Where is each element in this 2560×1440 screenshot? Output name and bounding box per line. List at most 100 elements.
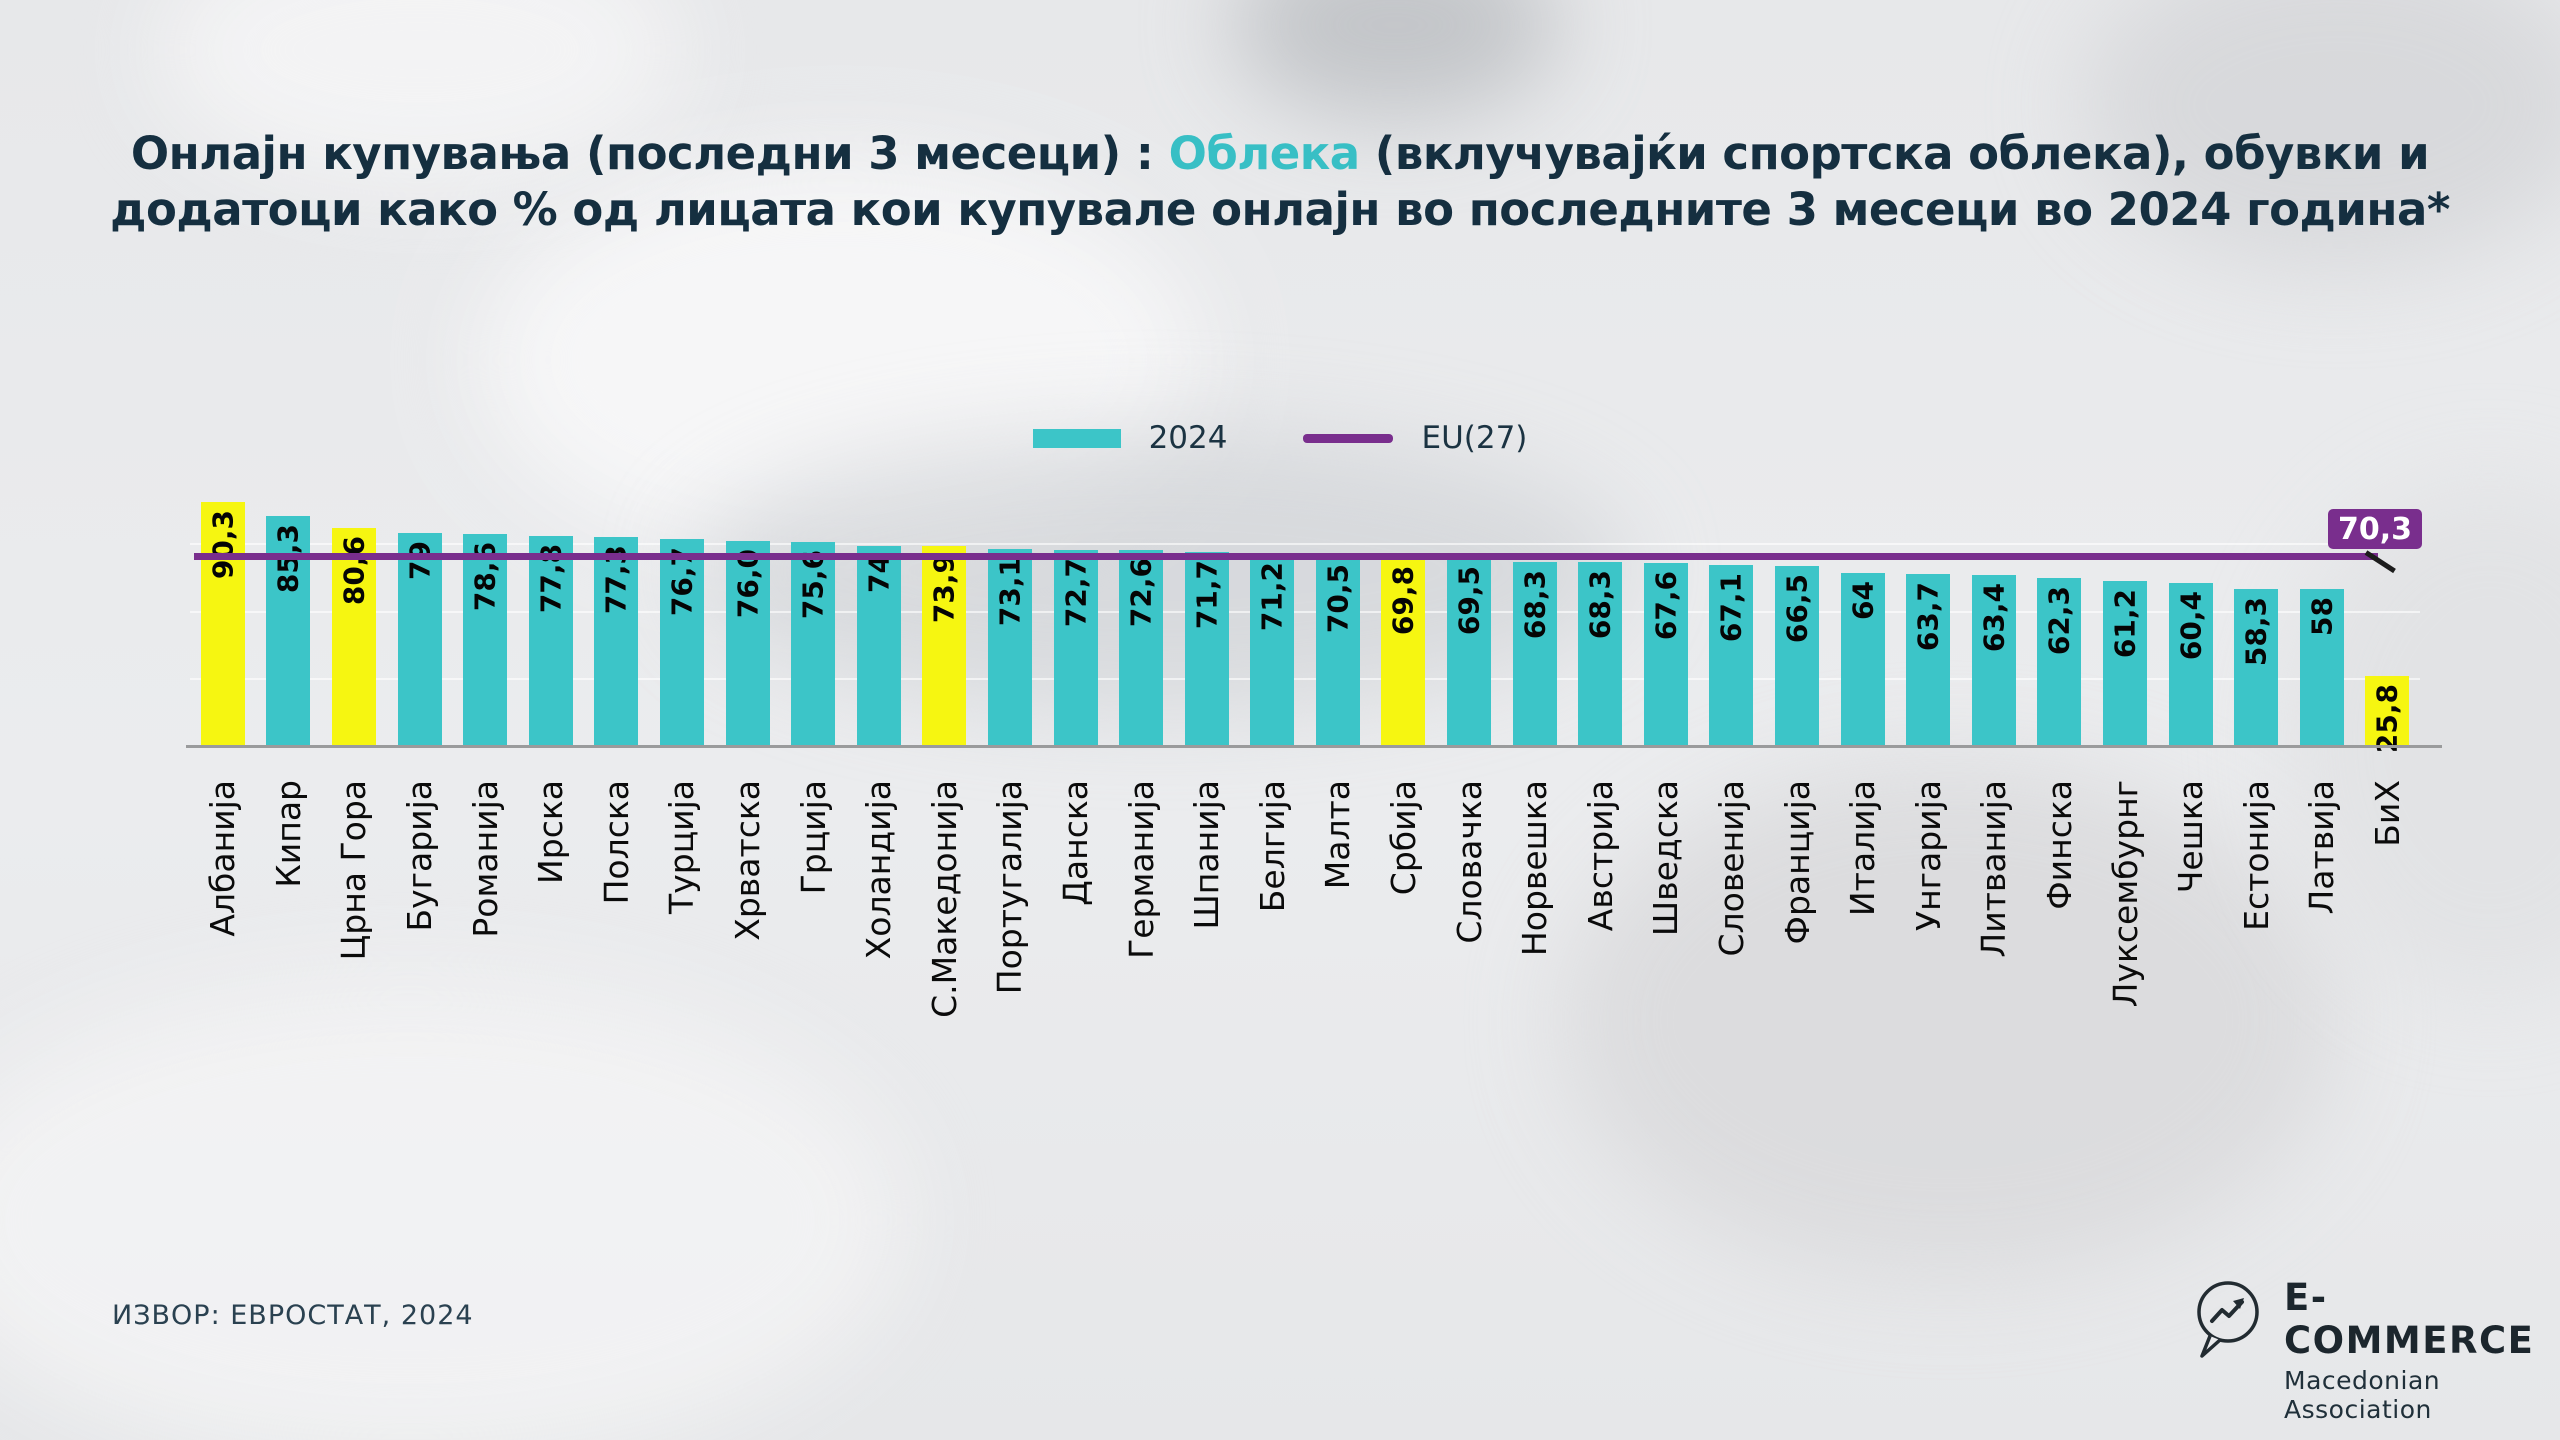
bar-cell: 61,2: [2092, 476, 2158, 746]
logo-text: E-COMMERCE Macedonian Association: [2284, 1276, 2560, 1424]
chart: 90,3 85,3 80,6 79 78,6 77,8 77,3 76,7 76,0 75,6 74…: [186, 476, 2442, 1018]
bar-cell: 73,9: [912, 476, 978, 746]
x-label-Романија: Романија: [465, 780, 505, 938]
bar-Австрија: 68,3: [1578, 561, 1623, 746]
bar-cell: 76,0: [715, 476, 781, 746]
x-label-Луксембурнг: Луксембурнг: [2105, 780, 2145, 1008]
eu-reference-line: [194, 553, 2378, 561]
bar-Србија: 69,8: [1381, 557, 1426, 746]
x-label-Грција: Грција: [793, 780, 833, 895]
x-label-Унгарија: Унгарија: [1908, 780, 1948, 932]
title-line-2: додатоци како % од лицата кои купувале о…: [110, 182, 2450, 236]
bar-Словачка: 69,5: [1447, 558, 1492, 746]
bar-cell: 78,6: [452, 476, 518, 746]
bar-Литванија: 63,4: [1971, 574, 2016, 746]
bar-value-label: 75,6: [796, 549, 830, 619]
x-label-Белгија: Белгија: [1252, 780, 1292, 913]
x-label-Холандија: Холандија: [859, 780, 899, 960]
x-label-Португалија: Португалија: [990, 780, 1030, 995]
bar-Белгија: 71,2: [1250, 553, 1295, 746]
bar-Албанија: 90,3: [200, 502, 245, 746]
bar-cell: 72,7: [1043, 476, 1109, 746]
bar-Малта: 70,5: [1315, 555, 1360, 746]
bar-value-label: 69,5: [1452, 566, 1486, 636]
bar-value-label: 70,5: [1321, 563, 1355, 633]
x-label-Хрватска: Хрватска: [728, 780, 768, 941]
bar-cell: 79: [387, 476, 453, 746]
bar-Холандија: 74: [856, 546, 901, 746]
bar-value-label: 61,2: [2108, 588, 2142, 658]
bar-Шпанија: 71,7: [1184, 552, 1229, 746]
bar-Норвешка: 68,3: [1512, 561, 1557, 746]
logo-subtitle: Macedonian Association: [2284, 1366, 2441, 1424]
x-label-Латвија: Латвија: [2302, 780, 2342, 915]
bar-Бугарија: 79: [397, 532, 442, 746]
background-blob: [1230, 0, 1560, 120]
bar-value-label: 73,9: [927, 554, 961, 624]
bar-Италија: 64: [1840, 573, 1885, 746]
bar-cell: 90,3: [190, 476, 256, 746]
x-label-cell: Полска: [584, 750, 650, 1018]
legend-eu-line-swatch: [1303, 433, 1394, 443]
bar-Португалија: 73,1: [987, 548, 1032, 746]
x-label-Бугарија: Бугарија: [400, 780, 440, 932]
x-label-Албанија: Албанија: [203, 780, 243, 937]
bar-Финска: 62,3: [2037, 577, 2082, 746]
x-label-cell: Франција: [1764, 750, 1830, 1018]
x-label-cell: Италија: [1830, 750, 1896, 1018]
bar-value-label: 79: [403, 540, 437, 580]
x-label-cell: Чешка: [2158, 750, 2224, 1018]
bar-cell: 72,6: [1108, 476, 1174, 746]
x-label-Естонија: Естонија: [2236, 780, 2276, 931]
x-label-Литванија: Литванија: [1974, 780, 2014, 958]
bar-Франција: 66,5: [1775, 566, 1820, 746]
x-label-cell: С.Македонија: [912, 750, 978, 1018]
bar-cell: 71,7: [1174, 476, 1240, 746]
page-title: Онлајн купувања (последни 3 месеци) : Об…: [0, 126, 2560, 238]
background-blob: [1560, 760, 2340, 1280]
title-text-post: (вклучувајќи спортска облека), обувки и: [1359, 127, 2430, 180]
bar-Ирска: 77,8: [528, 535, 573, 746]
bar-Латвија: 58: [2299, 589, 2344, 746]
bar-value-label: 71,2: [1255, 561, 1289, 631]
logo-name: E-COMMERCE: [2284, 1276, 2535, 1362]
bar-value-label: 62,3: [2042, 585, 2076, 655]
bar-cell: 58: [2289, 476, 2355, 746]
x-label-Црна Гора: Црна Гора: [334, 780, 374, 961]
bar-Естонија: 58,3: [2234, 588, 2279, 746]
bar-value-label: 68,3: [1583, 569, 1617, 639]
x-label-Германија: Германија: [1121, 780, 1161, 959]
x-label-Полска: Полска: [596, 780, 636, 905]
x-label-Финска: Финска: [2039, 780, 2079, 910]
bar-value-label: 58,3: [2239, 596, 2273, 666]
bar-cell: 77,8: [518, 476, 584, 746]
x-label-cell: Литванија: [1961, 750, 2027, 1018]
x-label-cell: Ирска: [518, 750, 584, 1018]
x-label-cell: Црна Гора: [321, 750, 387, 1018]
bar-cell: 63,4: [1961, 476, 2027, 746]
bar-value-label: 63,7: [1911, 582, 1945, 652]
bar-value-label: 60,4: [2174, 590, 2208, 661]
bar-value-label: 80,6: [337, 536, 371, 606]
x-label-cell: Германија: [1108, 750, 1174, 1018]
bar-value-label: 72,6: [1124, 557, 1158, 628]
bar-value-label: 68,3: [1518, 569, 1552, 639]
bar-value-label: 69,8: [1386, 565, 1420, 635]
trend-bubble-icon: [2188, 1276, 2268, 1362]
bar-value-label: 67,1: [1714, 572, 1748, 642]
x-label-Ирска: Ирска: [531, 780, 571, 884]
bar-value-label: 66,5: [1780, 574, 1814, 644]
bar-cell: 85,3: [256, 476, 322, 746]
x-label-cell: Шведска: [1633, 750, 1699, 1018]
bar-cell: 69,5: [1436, 476, 1502, 746]
bar-value-label: 63,4: [1977, 582, 2011, 652]
x-label-Италија: Италија: [1843, 780, 1883, 917]
gridline-50: [190, 611, 2420, 613]
bar-Данска: 72,7: [1053, 549, 1098, 746]
x-label-cell: Албанија: [190, 750, 256, 1018]
bar-value-label: 58: [2305, 597, 2339, 637]
gridline-25: [190, 678, 2420, 680]
x-label-Шведска: Шведска: [1646, 780, 1686, 937]
x-axis-line: [186, 745, 2442, 748]
background-blob: [0, 980, 900, 1440]
